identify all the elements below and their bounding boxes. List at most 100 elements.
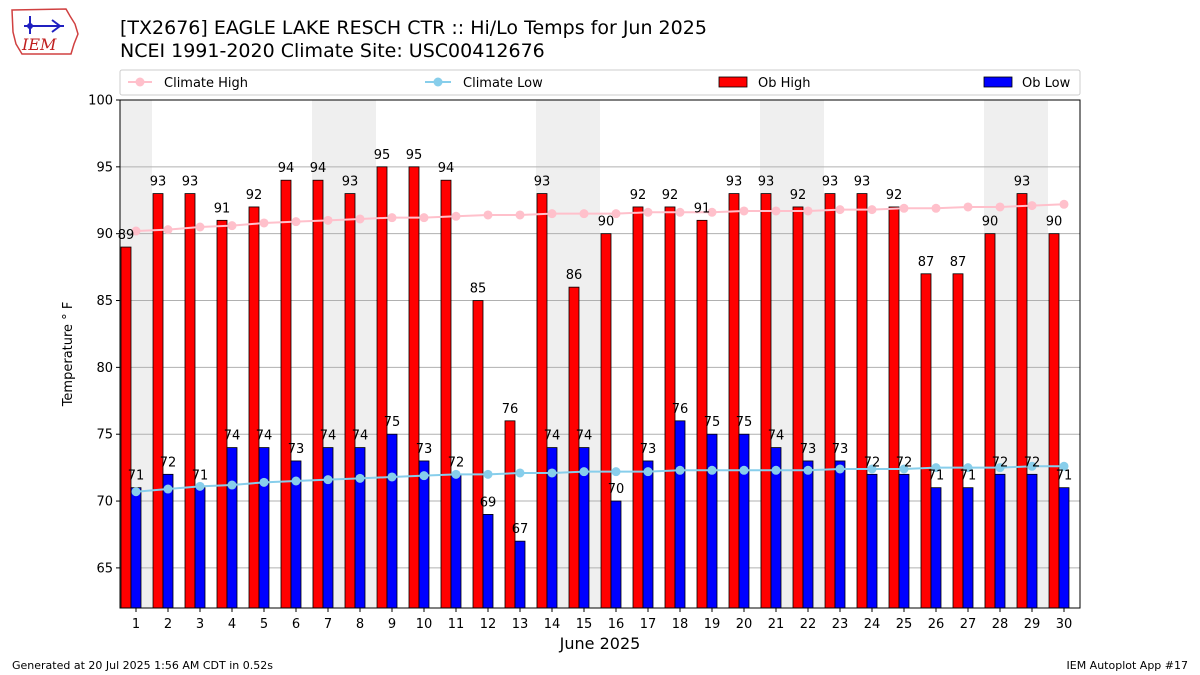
ob-low-bar	[386, 433, 398, 609]
x-axis-label: June 2025	[559, 634, 641, 653]
climate-low-point	[931, 463, 941, 473]
x-tick-label: 23	[832, 617, 849, 632]
ob-low-bar	[962, 487, 974, 609]
climate-low-point	[163, 484, 173, 494]
x-tick-label: 28	[992, 617, 1009, 632]
ob-low-bar	[162, 473, 174, 609]
legend-climate-high-label: Climate High	[164, 76, 248, 91]
ob-high-bar	[376, 166, 388, 609]
chart-title: [TX2676] EAGLE LAKE RESCH CTR :: Hi/Lo T…	[120, 17, 707, 39]
ob-high-bar	[984, 233, 996, 609]
ob-high-bar	[152, 193, 164, 609]
chart-subtitle: NCEI 1991-2020 Climate Site: USC00412676	[120, 40, 545, 62]
climate-high-point	[931, 203, 941, 213]
ob-high-label: 92	[790, 188, 807, 203]
climate-lines	[131, 199, 1069, 497]
legend-ob-low-label: Ob Low	[1022, 76, 1071, 91]
climate-high-point	[771, 206, 781, 216]
climate-high-point	[547, 209, 557, 219]
y-tick-label: 95	[96, 160, 113, 175]
ob-low-bar	[514, 540, 526, 609]
x-tick-label: 29	[1024, 617, 1041, 632]
legend-climate-high-marker	[135, 77, 145, 87]
ob-high-bar	[696, 219, 708, 609]
ob-high-bar	[824, 193, 836, 609]
ob-high-label: 89	[118, 228, 135, 243]
iem-logo-graphic: IEM	[11, 8, 79, 55]
climate-high-point	[1059, 199, 1069, 209]
ob-low-label: 73	[640, 442, 657, 457]
climate-high-point	[995, 202, 1005, 212]
ob-low-bar	[674, 420, 686, 609]
ob-high-label: 93	[182, 175, 199, 190]
ob-low-label: 71	[928, 469, 945, 484]
ob-low-label: 73	[416, 442, 433, 457]
ob-low-bar	[802, 460, 814, 609]
ob-low-label: 72	[160, 455, 177, 470]
ob-high-label: 95	[374, 148, 391, 163]
climate-high-point	[899, 203, 909, 213]
y-tick-label: 75	[96, 428, 113, 443]
ob-high-label: 92	[630, 188, 647, 203]
ob-low-label: 74	[256, 429, 273, 444]
climate-low-point	[323, 475, 333, 485]
x-tick-label: 27	[960, 617, 977, 632]
x-tick-label: 9	[388, 617, 396, 632]
x-tick-label: 7	[324, 617, 332, 632]
climate-low-point	[803, 465, 813, 475]
ob-high-label: 93	[150, 175, 167, 190]
ob-low-label: 74	[544, 429, 561, 444]
ob-low-label: 67	[512, 522, 529, 537]
ob-high-label: 94	[278, 161, 295, 176]
climate-high-point	[227, 221, 237, 231]
ob-high-label: 93	[726, 175, 743, 190]
ob-high-label: 93	[1014, 175, 1031, 190]
legend-ob-low-swatch	[983, 76, 1013, 88]
ob-high-label: 94	[310, 161, 327, 176]
ob-low-bar	[322, 447, 334, 609]
ob-high-label: 95	[406, 148, 423, 163]
ob-low-bar	[258, 447, 270, 609]
climate-low-point	[995, 463, 1005, 473]
climate-low-point	[387, 472, 397, 482]
climate-low-point	[355, 473, 365, 483]
x-tick-label: 5	[260, 617, 268, 632]
ob-low-label: 74	[768, 429, 785, 444]
ob-high-bar	[216, 219, 228, 609]
climate-low-point	[707, 465, 717, 475]
ob-high-label: 92	[886, 188, 903, 203]
ob-high-bar	[632, 206, 644, 609]
x-tick-label: 11	[448, 617, 465, 632]
x-tick-label: 30	[1056, 617, 1073, 632]
ob-high-bar	[536, 193, 548, 609]
climate-low-point	[963, 463, 973, 473]
weekend-bands	[120, 100, 1048, 608]
climate-high-point	[739, 206, 749, 216]
ob-low-bar	[866, 473, 878, 609]
climate-high-point	[131, 226, 141, 236]
climate-high-point	[867, 205, 877, 215]
ob-high-bar	[472, 300, 484, 609]
x-tick-label: 16	[608, 617, 625, 632]
climate-high-point	[195, 222, 205, 232]
y-tick-label: 85	[96, 294, 113, 309]
ob-high-bar	[568, 286, 580, 609]
x-tick-label: 22	[800, 617, 817, 632]
ob-low-bar	[130, 487, 142, 609]
climate-high-point	[163, 225, 173, 235]
climate-high-point	[1027, 201, 1037, 211]
ob-high-label: 93	[822, 175, 839, 190]
data-labels: 89 71 93 72 93 71 91 74 92 74 94 73 94 74 93 74 95 75 95 73…	[118, 148, 1073, 537]
ob-low-label: 74	[352, 429, 369, 444]
ob-low-label: 74	[224, 429, 241, 444]
climate-high-point	[387, 213, 397, 223]
climate-high-point	[835, 205, 845, 215]
climate-low-point	[291, 476, 301, 486]
ob-high-label: 86	[566, 268, 583, 283]
ob-low-bar	[994, 473, 1006, 609]
climate-low-point	[867, 464, 877, 474]
ob-low-bar	[1026, 473, 1038, 609]
legend-climate-low-marker	[433, 77, 443, 87]
climate-high-point	[643, 207, 653, 217]
